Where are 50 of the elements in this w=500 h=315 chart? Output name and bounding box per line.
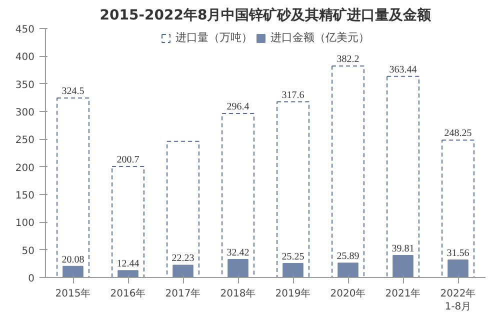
data-label: 363.44 <box>389 64 417 76</box>
bar <box>442 140 474 278</box>
y-tick-label: 400 <box>15 52 35 64</box>
bar <box>448 260 468 278</box>
data-label: 12.44 <box>116 258 140 270</box>
data-label: 317.6 <box>282 90 304 101</box>
bar <box>228 259 248 278</box>
data-label: 39.81 <box>392 243 414 254</box>
x-tick-label: 2020年 <box>330 288 366 300</box>
y-tick-label: 150 <box>15 190 35 202</box>
data-label: 25.89 <box>336 251 360 262</box>
bar <box>276 101 310 278</box>
legend-label: 进口量（万吨） <box>176 30 252 45</box>
y-tick-label: 200 <box>15 162 35 174</box>
x-tick-label: 2022年 1-8月 <box>440 288 476 313</box>
x-tick-label: 2018年 <box>220 288 256 300</box>
y-tick-label: 350 <box>15 80 35 91</box>
data-label: 32.42 <box>226 248 250 259</box>
y-tick-label: 50 <box>22 246 35 257</box>
data-label: 382.2 <box>336 54 360 66</box>
bar <box>392 254 414 278</box>
data-label: 296.4 <box>226 101 250 112</box>
data-label: 248.25 <box>444 128 472 140</box>
x-tick-label: 2015年 <box>55 288 91 300</box>
data-label: 20.08 <box>62 254 84 266</box>
bar <box>112 166 144 278</box>
bar <box>332 66 364 278</box>
x-tick-label: 2021年 <box>385 288 421 300</box>
y-tick-label: 450 <box>15 24 35 36</box>
legend-label: 进口金额（亿美元） <box>270 30 370 45</box>
y-tick-label: 0 <box>28 274 35 284</box>
data-label: 324.5 <box>62 86 84 97</box>
bar <box>118 270 138 278</box>
bar <box>56 97 90 278</box>
bar <box>62 266 84 278</box>
bar <box>386 76 420 278</box>
y-tick-label: 100 <box>15 218 35 230</box>
bar <box>172 264 194 278</box>
x-tick-label: 2017年 <box>165 288 201 300</box>
chart-title: 2015-2022年8月中国锌矿砂及其精矿进口量及金额 <box>100 6 432 24</box>
y-tick-label: 300 <box>15 108 35 118</box>
bar <box>338 262 358 278</box>
bar <box>282 263 304 278</box>
data-label: 22.23 <box>172 253 194 264</box>
data-label: 31.56 <box>446 248 470 260</box>
y-tick-label: 250 <box>15 135 35 146</box>
data-label: 200.7 <box>116 154 140 166</box>
x-tick-label: 2019年 <box>275 288 311 300</box>
x-tick-label: 2016年 <box>110 288 146 300</box>
data-label: 25.25 <box>282 252 304 263</box>
